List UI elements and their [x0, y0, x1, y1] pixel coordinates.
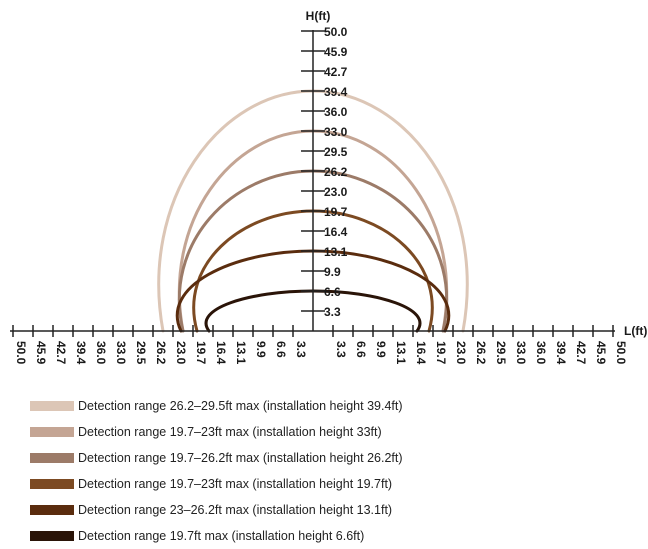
- x-tick-left-12-label: 13.1: [234, 341, 248, 365]
- y-tick-5-label: 16.4: [324, 225, 348, 239]
- legend-swatch-2: [30, 427, 74, 437]
- x-tick-right-8-label: 26.2: [474, 341, 488, 365]
- x-tick-left-13-label: 9.9: [254, 341, 268, 358]
- x-tick-right-3-label: 9.9: [374, 341, 388, 358]
- legend-label-2: Detection range 19.7–23ft max (installat…: [78, 425, 382, 439]
- x-tick-right-5-label: 16.4: [414, 341, 428, 365]
- x-tick-left-11-label: 16.4: [214, 341, 228, 365]
- y-tick-15-label: 50.0: [324, 25, 348, 39]
- legend-swatch-4: [30, 479, 74, 489]
- x-tick-right-13-label: 42.7: [574, 341, 588, 365]
- legend-item-4: Detection range 19.7–23ft max (installat…: [30, 471, 403, 497]
- legend-item-1: Detection range 26.2–29.5ft max (install…: [30, 393, 403, 419]
- legend-label-1: Detection range 26.2–29.5ft max (install…: [78, 399, 403, 413]
- y-axis-title: H(ft): [306, 9, 331, 23]
- legend-swatch-6: [30, 531, 74, 541]
- x-tick-left-7-label: 29.5: [134, 341, 148, 365]
- legend-label-3: Detection range 19.7–26.2ft max (install…: [78, 451, 403, 465]
- y-tick-11-label: 36.0: [324, 105, 348, 119]
- x-tick-left-8-label: 26.2: [154, 341, 168, 365]
- x-tick-right-9-label: 29.5: [494, 341, 508, 365]
- detection-range-chart: 50.0 45.9 42.7 39.4 36.0 33.0 29.5 26.2 23.0 19.7…: [10, 9, 647, 365]
- y-tick-13-label: 42.7: [324, 65, 348, 79]
- x-tick-left-4-label: 39.4: [74, 341, 88, 365]
- x-tick-right-1-label: 3.3: [334, 341, 348, 358]
- y-tick-10-label: 33.0: [324, 125, 348, 139]
- legend-item-2: Detection range 19.7–23ft max (installat…: [30, 419, 403, 445]
- x-tick-right-6-label: 19.7: [434, 341, 448, 365]
- x-axis-title: L(ft): [624, 324, 647, 338]
- legend-label-6: Detection range 19.7ft max (installation…: [78, 529, 365, 543]
- y-tick-8-label: 26.2: [324, 165, 348, 179]
- x-tick-left-3-label: 42.7: [54, 341, 68, 365]
- x-tick-right-10-label: 33.0: [514, 341, 528, 365]
- x-ticks: 50.0 45.9 42.7 39.4 36.0 33.0 29.5 26.2 23.0 19.7…: [12, 325, 628, 365]
- y-tick-2-label: 6.6: [324, 285, 341, 299]
- y-ticks: 3.3 6.6 9.9 13.1 16.4 19.7 23.0 26.2 29.5 33.0 36.…: [301, 25, 348, 319]
- x-tick-left-6-label: 33.0: [114, 341, 128, 365]
- legend-label-4: Detection range 19.7–23ft max (installat…: [78, 477, 393, 491]
- y-tick-1-label: 3.3: [324, 305, 341, 319]
- x-tick-right-14-label: 45.9: [594, 341, 608, 365]
- y-tick-4-label: 13.1: [324, 245, 348, 259]
- legend: Detection range 26.2–29.5ft max (install…: [30, 393, 403, 549]
- y-tick-3-label: 9.9: [324, 265, 341, 279]
- x-tick-right-2-label: 6.6: [354, 341, 368, 358]
- x-tick-right-12-label: 39.4: [554, 341, 568, 365]
- legend-item-3: Detection range 19.7–26.2ft max (install…: [30, 445, 403, 471]
- y-tick-12-label: 39.4: [324, 85, 348, 99]
- x-tick-right-11-label: 36.0: [534, 341, 548, 365]
- legend-item-6: Detection range 19.7ft max (installation…: [30, 523, 403, 549]
- x-tick-left-10-label: 19.7: [194, 341, 208, 365]
- x-tick-right-7-label: 23.0: [454, 341, 468, 365]
- x-tick-left-2-label: 45.9: [34, 341, 48, 365]
- y-tick-9-label: 29.5: [324, 145, 348, 159]
- x-tick-left-9-label: 23.0: [174, 341, 188, 365]
- legend-swatch-1: [30, 401, 74, 411]
- legend-item-5: Detection range 23–26.2ft max (installat…: [30, 497, 403, 523]
- x-tick-left-5-label: 36.0: [94, 341, 108, 365]
- x-tick-right-4-label: 13.1: [394, 341, 408, 365]
- legend-swatch-3: [30, 453, 74, 463]
- y-tick-6-label: 19.7: [324, 205, 348, 219]
- x-tick-left-1-label: 50.0: [14, 341, 28, 365]
- y-tick-7-label: 23.0: [324, 185, 348, 199]
- y-tick-14-label: 45.9: [324, 45, 348, 59]
- legend-label-5: Detection range 23–26.2ft max (installat…: [78, 503, 393, 517]
- legend-swatch-5: [30, 505, 74, 515]
- x-tick-right-15-label: 50.0: [614, 341, 628, 365]
- x-tick-left-15-label: 3.3: [294, 341, 308, 358]
- x-tick-left-14-label: 6.6: [274, 341, 288, 358]
- axes: [10, 30, 615, 332]
